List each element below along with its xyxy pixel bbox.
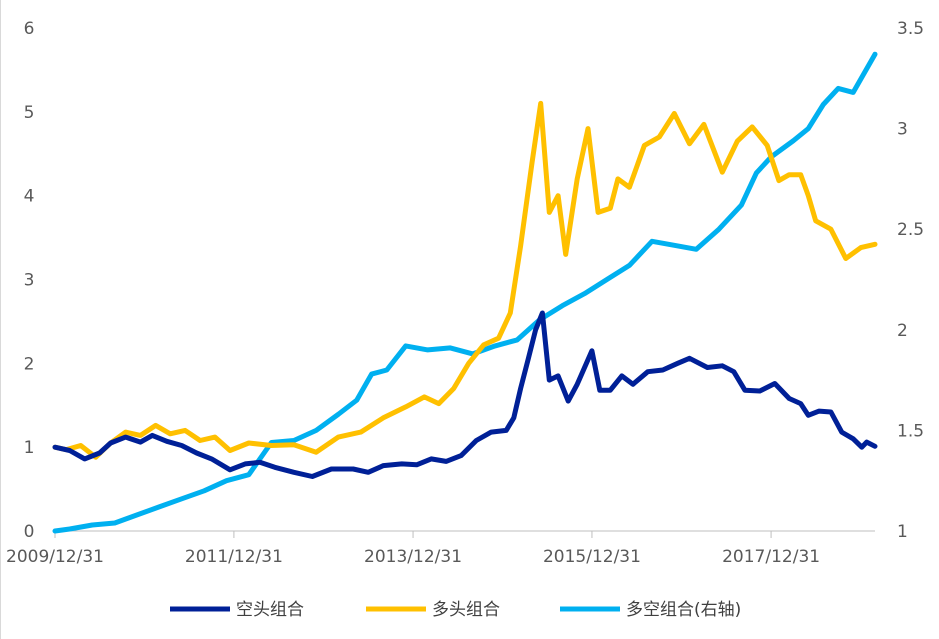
y-left-tick-label: 6 [24,19,35,39]
left-border-line [0,0,1,639]
legend: 空头组合 多头组合 多空组合(右轴) [170,600,741,620]
y-right-tick-label: 3.5 [897,19,924,39]
series-line [52,100,878,460]
y-left-tick-label: 5 [24,103,35,123]
x-tick-label: 2017/12/31 [722,547,820,567]
x-tick-label: 2013/12/31 [364,547,462,567]
y-axis-left-ticks: 0 1 2 3 4 5 6 [24,19,35,542]
y-left-tick-label: 1 [24,438,35,458]
y-left-tick-label: 2 [24,354,35,374]
legend-label: 多空组合(右轴) [626,600,741,620]
series-layer [52,51,878,534]
x-tick-label: 2009/12/31 [6,547,104,567]
y-right-tick-label: 3 [897,120,908,140]
y-right-tick-label: 1 [897,522,908,542]
legend-label: 空头组合 [236,600,304,620]
series-line [52,310,878,479]
y-left-tick-label: 3 [24,271,35,291]
y-right-tick-label: 1.5 [897,421,924,441]
y-axis-right-ticks: 1 1.5 2 2.5 3 3.5 [897,19,924,542]
y-right-tick-label: 2.5 [897,220,924,240]
y-left-tick-label: 4 [24,187,35,207]
series-line [52,51,878,534]
legend-label: 多头组合 [432,600,500,620]
x-axis-ticks: 2009/12/31 2011/12/31 2013/12/31 2015/12/31… [6,531,820,567]
y-left-tick-label: 0 [24,522,35,542]
y-right-tick-label: 2 [897,321,908,341]
x-tick-label: 2015/12/31 [543,547,641,567]
x-tick-label: 2011/12/31 [185,547,283,567]
